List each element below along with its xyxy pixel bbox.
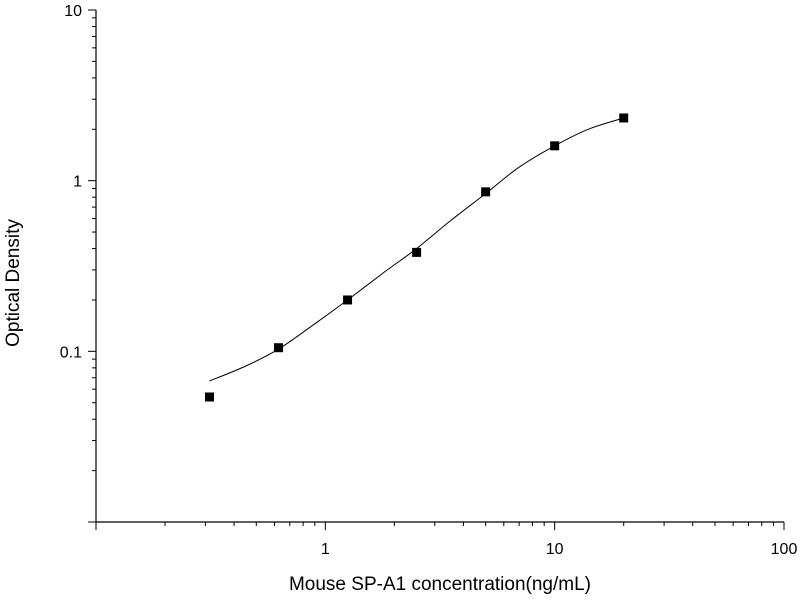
data-point [619, 113, 629, 123]
y-axis-title: Optical Density [3, 219, 24, 347]
data-point [274, 343, 284, 353]
x-tick-label: 10 [546, 541, 564, 558]
x-tick-label: 100 [771, 541, 798, 558]
y-tick-label: 1 [73, 174, 82, 191]
x-axis-title: Mouse SP-A1 concentration(ng/mL) [289, 574, 591, 595]
data-point [204, 392, 214, 402]
x-tick-label: 1 [321, 541, 330, 558]
data-point [412, 247, 422, 257]
data-points [204, 113, 629, 402]
axes [95, 10, 784, 523]
y-tick-label: 0.1 [60, 344, 82, 361]
y-axis-ticks: 0.1 1 10 [60, 3, 96, 523]
x-axis-ticks: 1 10 100 [95, 522, 798, 558]
data-point [550, 141, 560, 151]
data-point [481, 187, 491, 197]
y-tick-label: 10 [64, 3, 82, 20]
data-point [343, 295, 353, 305]
